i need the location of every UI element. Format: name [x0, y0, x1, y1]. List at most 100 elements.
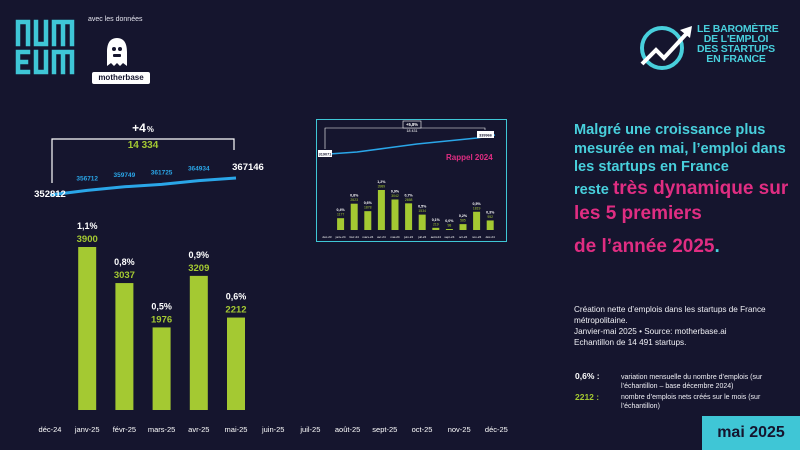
inset-pct-label: 0,5% — [472, 202, 481, 206]
inset-x-tick-label: févr-24 — [350, 235, 360, 239]
inset-x-tick-label: déc-23 — [322, 235, 332, 239]
brand-title: LE BAROMÈTRE DE L'EMPLOI DES STARTUPS EN… — [697, 23, 779, 65]
inset-value-label: 3989 — [378, 185, 386, 189]
x-tick-label: févr-25 — [113, 425, 136, 434]
inset-bar — [418, 214, 426, 230]
inset-value-label: 2658 — [405, 198, 413, 202]
bar-pct-label: 0,6% — [226, 292, 247, 302]
period-badge: mai 2025 — [702, 416, 800, 450]
inset-pct-label: 0,4% — [336, 208, 345, 212]
inset-x-tick-label: juin-24 — [403, 235, 413, 239]
inset-bar — [377, 190, 385, 230]
inset-pct-label: 0,0% — [445, 219, 454, 223]
inset-value-label: 585 — [460, 219, 466, 223]
growth-bracket — [51, 138, 235, 183]
inset-bar — [391, 199, 399, 230]
inset-end-box — [477, 131, 494, 138]
inset-pct-label: 0,1% — [432, 218, 441, 222]
brand-line-3: DES STARTUPS — [697, 43, 775, 55]
x-tick-label: juil-25 — [299, 425, 320, 434]
line-label: 359749 — [114, 172, 136, 179]
legend-pct-text: variation mensuelle du nombre d’emplois … — [621, 374, 763, 390]
inset-x-tick-label: oct-24 — [459, 235, 468, 239]
inset-title: Rappel 2024 — [446, 153, 493, 162]
inset-pct-label: 0,7% — [404, 193, 413, 197]
brand-line-1: LE BAROMÈTRE — [697, 23, 779, 35]
bar — [152, 327, 171, 410]
numeum-logo — [15, 19, 75, 75]
inset-growth-percent: +5,8% — [406, 122, 418, 127]
rappel-2024-panel: déc-23 janv-24 0,4% 1177 févr-24 0,8% 2623 mars… — [316, 119, 507, 242]
x-tick-label: oct-25 — [412, 425, 433, 434]
line-label: 352812 — [34, 189, 66, 200]
inset-value-label: 1534 — [418, 209, 426, 213]
lead-line-3: de l’année 2025. — [574, 235, 789, 258]
inset-end-label: 339966 — [479, 133, 492, 137]
motherbase-icon — [107, 38, 127, 66]
bar-value-label: 2212 — [225, 305, 246, 316]
bar-pct-label: 0,5% — [151, 301, 172, 311]
bar — [227, 317, 245, 410]
inset-bar — [459, 224, 467, 230]
inset-x-tick-label: sept-24 — [444, 235, 454, 239]
bar-value-label: 3900 — [77, 234, 98, 245]
bar-pct-label: 1,1% — [77, 221, 98, 231]
inset-pct-label: 0,3% — [486, 210, 495, 214]
inset-pct-label: 1,2% — [377, 180, 386, 184]
brand-line-4: EN FRANCE — [706, 53, 766, 65]
legend-value-text: nombre d’emplois nets créés sur le mois … — [621, 394, 761, 410]
inset-x-tick-label: déc-24 — [486, 235, 496, 239]
growth-percent: +4% — [132, 121, 154, 135]
lead-period: . — [714, 236, 720, 257]
inset-value-label: 952 — [487, 215, 493, 219]
inset-pct-label: 0,5% — [418, 205, 427, 209]
note-line-3: Echantillon de 14 491 startups. — [574, 338, 687, 347]
inset-chart: déc-23 janv-24 0,4%1177 févr-24 0,8%2623 mars… — [318, 120, 496, 239]
x-tick-label: déc-24 — [39, 425, 62, 434]
x-tick-label: mai-25 — [225, 425, 248, 434]
inset-series-line — [328, 134, 496, 155]
series-line — [49, 176, 237, 197]
x-tick-label: août-25 — [335, 425, 360, 434]
inset-bar — [473, 211, 481, 230]
main-chart: déc-24 janv-25 1,1% 3900 févr-25 0,8% 3037 mars… — [34, 121, 508, 434]
inset-value-label: 1819 — [473, 206, 481, 210]
x-tick-label: juin-25 — [261, 425, 285, 434]
inset-pct-label: 0,6% — [364, 201, 373, 205]
inset-value-label: 1177 — [337, 213, 344, 217]
inset-x-tick-label: janv-24 — [335, 235, 346, 239]
inset-bar — [432, 227, 440, 230]
x-tick-label: déc-25 — [485, 425, 508, 434]
lead-highlight: très dynamique sur les 5 premiers — [574, 178, 789, 224]
inset-growth-box — [402, 120, 422, 129]
x-tick-label: avr-25 — [188, 425, 209, 434]
inset-pct-label: 0,2% — [459, 214, 468, 218]
bar-value-label: 1976 — [151, 314, 172, 325]
inset-bar — [486, 220, 494, 230]
x-tick-label: nov-25 — [448, 425, 471, 434]
inset-x-tick-label: mars-24 — [362, 235, 373, 239]
inset-bar — [364, 211, 372, 230]
inset-start-label: 319071 — [319, 152, 332, 156]
inset-value-label: 3042 — [391, 194, 399, 198]
bar-pct-label: 0,8% — [114, 257, 135, 267]
lead-reste: reste — [574, 182, 613, 198]
lead-text: Malgré une croissance plus mesurée en ma… — [574, 122, 786, 175]
lead-year: de l’année 2025 — [574, 236, 715, 257]
brand-line-2: DE L'EMPLOI — [703, 33, 769, 45]
line-label: 364934 — [188, 166, 210, 173]
inset-bar — [350, 203, 358, 230]
inset-x-tick-label: nov-24 — [472, 235, 482, 239]
note-line-2: Janvier-mai 2025 • Source: motherbase.ai — [574, 327, 727, 336]
inset-value-label: 219 — [433, 222, 439, 226]
lead-line-2: reste très dynamique sur les 5 premiers — [574, 177, 789, 226]
inset-x-tick-label: avr-24 — [377, 235, 386, 239]
avec-label: avec les données — [88, 16, 143, 23]
inset-value-label: 2623 — [350, 198, 358, 202]
inset-bar — [445, 229, 453, 230]
legend-value-key: 2212 : — [575, 392, 600, 402]
bar — [115, 283, 134, 410]
bar — [78, 247, 97, 410]
x-tick-label: janv-25 — [74, 425, 100, 434]
inset-start-box — [318, 150, 332, 157]
